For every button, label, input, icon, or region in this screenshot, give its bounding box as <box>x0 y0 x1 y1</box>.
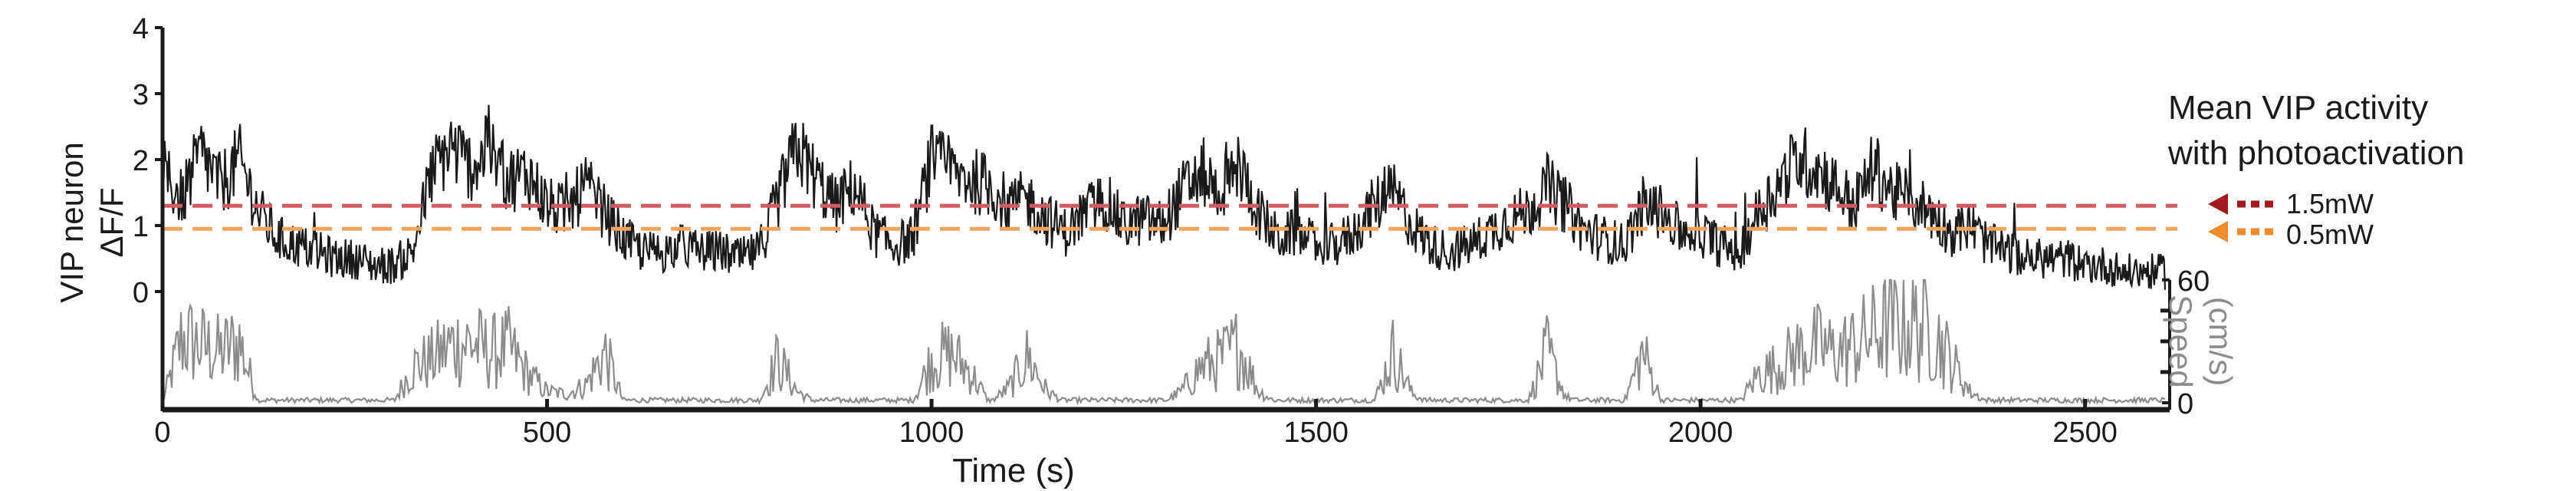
activity-trace-line <box>161 104 2167 290</box>
x-tick-label-0: 0 <box>154 417 170 449</box>
legend-label-0-5mw: 0.5mW <box>2286 219 2374 250</box>
x-tick-label-500: 500 <box>523 417 571 449</box>
speed-axis-title-line1: Speed <box>2163 295 2199 387</box>
y-tick-label-2: 2 <box>133 145 149 177</box>
x-tick-label-1500: 1500 <box>1283 417 1349 449</box>
x-tick-label-2000: 2000 <box>1668 417 1733 449</box>
annotation-line1: Mean VIP activity <box>2168 89 2428 127</box>
y-axis-title-line1: VIP neuron <box>54 142 90 302</box>
speed-trace-line <box>162 278 2166 406</box>
legend-label-1-5mw: 1.5mW <box>2286 188 2374 219</box>
annotation-line2: with photoactivation <box>2167 134 2464 172</box>
x-tick-label-2500: 2500 <box>2052 417 2118 449</box>
y-tick-label-3: 3 <box>133 79 149 111</box>
arrow-0-5mw-icon <box>2208 221 2274 242</box>
y-axis-title-line2: ΔF/F <box>94 187 130 257</box>
y-tick-label-1: 1 <box>133 211 149 243</box>
axes: 0 1 2 3 4 0 500 1000 1500 2000 2500 0 60 <box>133 13 2210 449</box>
speed-tick-label-60: 60 <box>2177 265 2210 298</box>
speed-axis-title-line2: (cm/s) <box>2203 297 2239 387</box>
traces <box>161 104 2167 406</box>
speed-tick-label-0: 0 <box>2177 388 2193 420</box>
y-tick-label-4: 4 <box>133 13 149 45</box>
reference-lines <box>163 203 2177 231</box>
x-tick-label-1000: 1000 <box>899 417 964 449</box>
x-axis-title: Time (s) <box>952 452 1075 489</box>
y-tick-label-0: 0 <box>133 277 149 309</box>
arrow-1-5mw-icon <box>2208 193 2274 215</box>
